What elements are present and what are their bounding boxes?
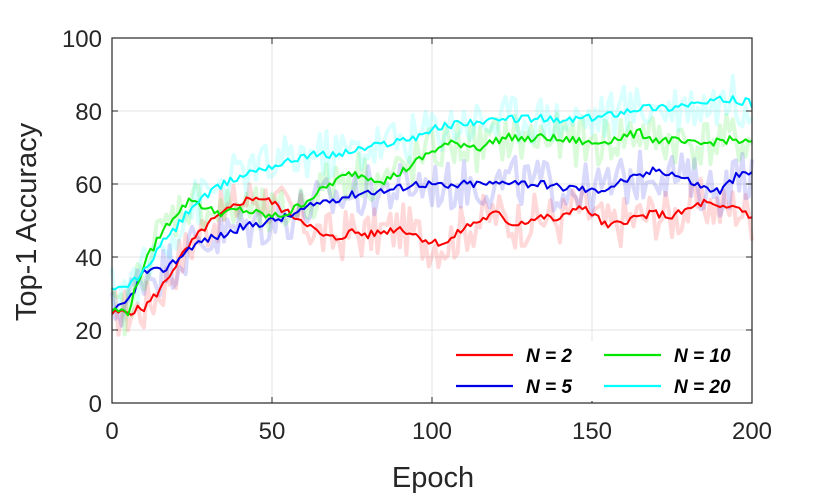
y-tick-label: 100 xyxy=(62,26,102,53)
x-tick-label: 50 xyxy=(259,418,286,445)
series-line xyxy=(111,196,753,316)
plot-frame xyxy=(111,37,753,404)
series-line xyxy=(111,95,753,291)
legend-label: N = 2 xyxy=(526,346,572,367)
y-tick-label: 60 xyxy=(75,172,102,199)
legend-box xyxy=(448,341,751,401)
x-tick-label: 100 xyxy=(412,418,452,445)
y-tick-label: 0 xyxy=(89,391,102,418)
series-lines xyxy=(111,95,753,317)
tick-labels: 0 50 100 150 200 0 20 40 60 80 100 xyxy=(62,26,772,445)
legend: N = 2 N = 5 N = 10 N = 20 xyxy=(448,341,751,401)
legend-label: N = 20 xyxy=(674,377,731,398)
legend-label: N = 5 xyxy=(526,377,572,398)
x-axis-label: Epoch xyxy=(392,462,474,494)
y-tick-label: 40 xyxy=(75,245,102,272)
axes xyxy=(111,37,753,404)
y-tick-label: 20 xyxy=(75,318,102,345)
series-line xyxy=(111,128,753,317)
x-tick-label: 150 xyxy=(572,418,612,445)
series-line xyxy=(111,166,753,312)
legend-label: N = 10 xyxy=(674,346,731,367)
y-tick-label: 80 xyxy=(75,99,102,126)
y-axis-label: Top-1 Accuracy xyxy=(11,122,43,321)
series-shadow-line xyxy=(110,149,754,328)
x-tick-label: 200 xyxy=(732,418,772,445)
series-shadow-line xyxy=(110,176,754,337)
x-tick-label: 0 xyxy=(105,418,118,445)
